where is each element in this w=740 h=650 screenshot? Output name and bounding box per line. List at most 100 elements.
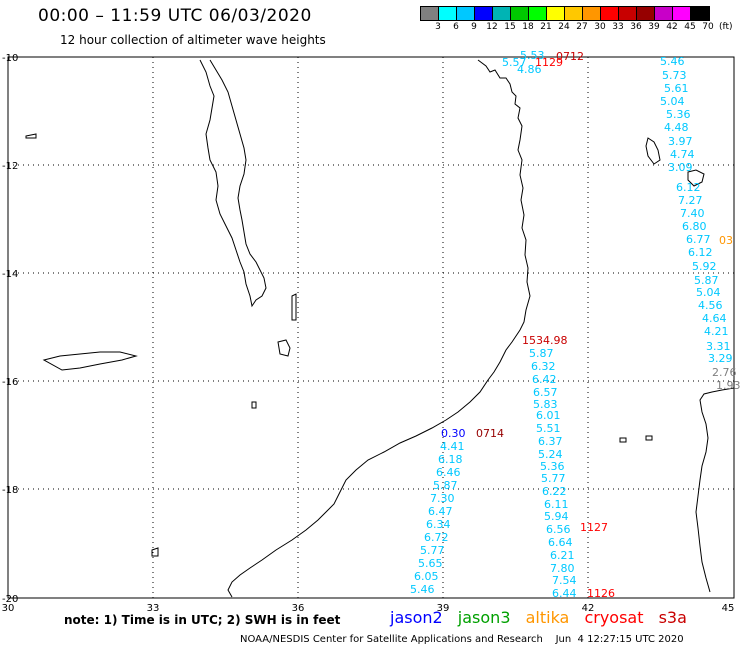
sat-jason3: jason3 bbox=[457, 608, 511, 627]
map-frame bbox=[7, 56, 735, 599]
legend-tick-label: 33 bbox=[612, 22, 624, 32]
credit-line: NOAA/NESDIS Center for Satellite Applica… bbox=[240, 634, 684, 645]
longitude-labels: 30 33 36 39 42 45 bbox=[2, 603, 735, 614]
wave-height-label: 5.04 bbox=[696, 286, 721, 299]
wave-height-label: 7.30 bbox=[430, 492, 455, 505]
wave-height-label: 5.87 bbox=[694, 274, 719, 287]
pass-time-label: 0714 bbox=[476, 427, 504, 440]
wave-height-label: 3.31 bbox=[706, 340, 731, 353]
wave-track-c: 4.416.186.465.877.306.476.346.725.775.65… bbox=[410, 440, 465, 596]
wave-height-label: 6.22 bbox=[542, 485, 567, 498]
wave-height-label: 3.97 bbox=[668, 135, 693, 148]
pass-time-label: 1127 bbox=[580, 521, 608, 534]
chart-subtitle: 12 hour collection of altimeter wave hei… bbox=[60, 33, 326, 47]
wave-height-label: 5.77 bbox=[420, 544, 445, 557]
pass-time-label: 03 bbox=[719, 234, 733, 247]
wave-height-label: 6.72 bbox=[424, 531, 449, 544]
legend-swatch bbox=[691, 7, 709, 20]
legend-unit: (ft) bbox=[719, 22, 733, 32]
legend-swatch bbox=[421, 7, 439, 20]
wave-height-label: 6.12 bbox=[688, 246, 713, 259]
legend-tick-label: 9 bbox=[471, 22, 477, 32]
wave-height-label: 5.87 bbox=[433, 479, 458, 492]
wave-height-label: 3.09 bbox=[668, 161, 693, 174]
wave-height-label: 6.01 bbox=[536, 409, 561, 422]
wave-height-label: 5.65 bbox=[418, 557, 443, 570]
wave-height-label: 6.18 bbox=[438, 453, 463, 466]
lat-tick-label: -16 bbox=[2, 377, 18, 388]
wave-height-label: 4.64 bbox=[702, 312, 727, 325]
legend-tick-label: 12 bbox=[486, 22, 498, 32]
wave-height-label: 5.83 bbox=[533, 398, 558, 411]
graticule bbox=[8, 57, 734, 598]
wave-height-label: 6.77 bbox=[686, 233, 711, 246]
wave-height-label: 6.47 bbox=[428, 505, 453, 518]
wave-height-label: 7.80 bbox=[550, 562, 575, 575]
wave-height-label: 6.42 bbox=[532, 373, 557, 386]
lat-tick-label: -18 bbox=[2, 485, 18, 496]
wave-height-label: 6.57 bbox=[533, 386, 558, 399]
wave-height-label: 6.46 bbox=[436, 466, 461, 479]
legend-tick-label: 36 bbox=[630, 22, 642, 32]
wave-height-label: 4.74 bbox=[670, 148, 695, 161]
wave-height-label: 5.36 bbox=[666, 108, 691, 121]
wave-height-label: 4.86 bbox=[517, 63, 542, 76]
pass-time-label: 1129 bbox=[535, 56, 563, 69]
legend-swatch bbox=[619, 7, 637, 20]
legend-tick-label: 27 bbox=[576, 22, 588, 32]
wave-height-label: 6.80 bbox=[682, 220, 707, 233]
wave-height-label: 3.29 bbox=[708, 352, 733, 365]
wave-height-label: 1.93 bbox=[716, 379, 740, 392]
wave-height-label: 5.92 bbox=[692, 260, 717, 273]
wave-height-label: 2.76 bbox=[712, 366, 737, 379]
sat-s3a: s3a bbox=[658, 608, 687, 627]
sat-altika: altika bbox=[525, 608, 570, 627]
wave-height-label: 4.56 bbox=[698, 299, 723, 312]
wave-height-label: 6.64 bbox=[548, 536, 573, 549]
lat-tick-label: -10 bbox=[2, 53, 18, 64]
legend-tick-label: 42 bbox=[666, 22, 678, 32]
wave-height-label: 6.12 bbox=[676, 181, 701, 194]
wave-height-label: 6.21 bbox=[550, 549, 575, 562]
legend-tick-label: 70 bbox=[702, 22, 714, 32]
legend-swatch bbox=[511, 7, 529, 20]
wave-height-label: 5.87 bbox=[529, 347, 554, 360]
legend-swatch bbox=[637, 7, 655, 20]
wave-height-label: 7.40 bbox=[680, 207, 705, 220]
legend-swatch bbox=[457, 7, 475, 20]
sat-cryosat: cryosat bbox=[584, 608, 644, 627]
lon-tick-label: 45 bbox=[722, 603, 735, 614]
legend-swatch bbox=[673, 7, 691, 20]
satellite-legend: jason2 jason3 altika cryosat s3a bbox=[390, 608, 697, 627]
wave-height-label: 6.34 bbox=[426, 518, 451, 531]
legend-tick-label: 21 bbox=[540, 22, 552, 32]
lon-tick-label: 42 bbox=[582, 603, 595, 614]
legend-tick-label: 24 bbox=[558, 22, 570, 32]
wave-height-label: 5.51 bbox=[536, 422, 561, 435]
legend-tick-label: 39 bbox=[648, 22, 660, 32]
lon-tick-label: 30 bbox=[2, 603, 15, 614]
legend-swatch bbox=[655, 7, 673, 20]
wave-height-label: 5.36 bbox=[540, 460, 565, 473]
wave-height-label: 5.94 bbox=[544, 510, 569, 523]
wave-height-label: 5.04 bbox=[660, 95, 685, 108]
pass-time-label: 0.30 bbox=[441, 427, 466, 440]
legend-tick-label: 18 bbox=[522, 22, 534, 32]
wave-height-label: 6.05 bbox=[414, 570, 439, 583]
chart-title: 00:00 – 11:59 UTC 06/03/2020 bbox=[38, 6, 312, 26]
wave-height-label: 5.77 bbox=[541, 472, 566, 485]
latitude-labels: -10 -12 -14 -16 -18 -20 bbox=[2, 53, 18, 605]
wave-track-b: 5.876.326.426.575.836.015.516.375.245.36… bbox=[529, 347, 577, 600]
lat-tick-label: -12 bbox=[2, 161, 18, 172]
legend-swatch bbox=[439, 7, 457, 20]
legend-swatch bbox=[493, 7, 511, 20]
lon-tick-label: 33 bbox=[147, 603, 160, 614]
legend-swatch bbox=[529, 7, 547, 20]
pass-time-label: 0712 bbox=[556, 50, 584, 63]
legend-swatch bbox=[475, 7, 493, 20]
wave-height-label: 5.46 bbox=[660, 55, 685, 68]
legend-tick-label: 3 bbox=[435, 22, 441, 32]
wave-height-label: 5.57 bbox=[502, 56, 527, 69]
